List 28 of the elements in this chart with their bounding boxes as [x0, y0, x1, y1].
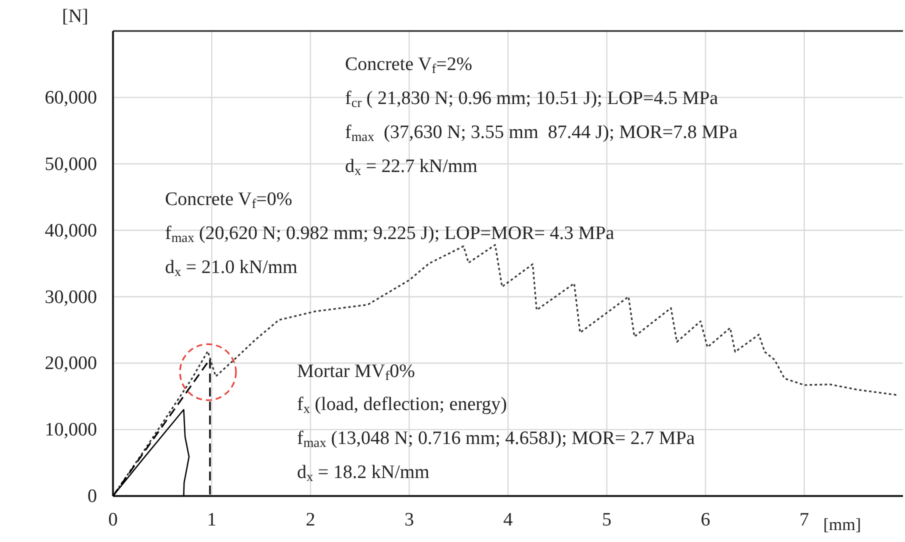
annotation: f$_{max}$ (37,630 N; 3.55 mm 87.44 J); MOR=7.8 MPa	[345, 122, 738, 144]
x-tick-label: 5	[602, 509, 612, 530]
annotation: Concrete V$_{f}$=0%	[165, 189, 292, 211]
y-tick-label: 60,000	[44, 88, 97, 109]
y-tick-label: 20,000	[44, 353, 97, 374]
y-tick-label: 40,000	[44, 220, 97, 242]
y-tick-label: 50,000	[44, 154, 97, 175]
annotation: d$_{x}$ = 18.2 kN/mm	[297, 462, 430, 484]
annotation: f$_{x}$ (load, deflection; energy)	[297, 394, 507, 416]
annotation: d$_{x}$ = 21.0 kN/mm	[165, 257, 298, 279]
x-tick-label: 4	[503, 509, 514, 530]
y-tick-label: 10,000	[44, 420, 97, 441]
x-tick-label: 0	[108, 509, 118, 530]
annotation: d$_{x}$ = 22.7 kN/mm	[345, 156, 478, 178]
x-tick-label: 7	[800, 509, 809, 530]
x-axis-title: [mm]	[823, 515, 862, 534]
y-axis-title: [N]	[62, 6, 88, 27]
annotation: f$_{max}$ (13,048 N; 0.716 mm; 4.658J); MOR= 2.7 MPa	[297, 428, 696, 450]
annotation: Concrete V$_{f}$=2%	[345, 54, 472, 76]
x-tick-label: 6	[700, 509, 710, 530]
y-tick-label: 30,000	[44, 286, 97, 308]
x-tick-label: 3	[404, 509, 414, 530]
annotation: f$_{max}$ (20,620 N; 0.982 mm; 9.225 J); LOP=MOR= 4.3 MPa	[165, 223, 615, 245]
x-tick-label: 1	[207, 509, 216, 530]
x-tick-label: 2	[306, 509, 316, 530]
annotation: Mortar MV$_{f}$0%	[297, 361, 416, 383]
y-tick-label: 0	[88, 486, 97, 508]
annotation: f$_{cr}$ ( 21,830 N; 0.96 mm; 10.51 J); LOP=4.5 MPa	[345, 88, 719, 110]
